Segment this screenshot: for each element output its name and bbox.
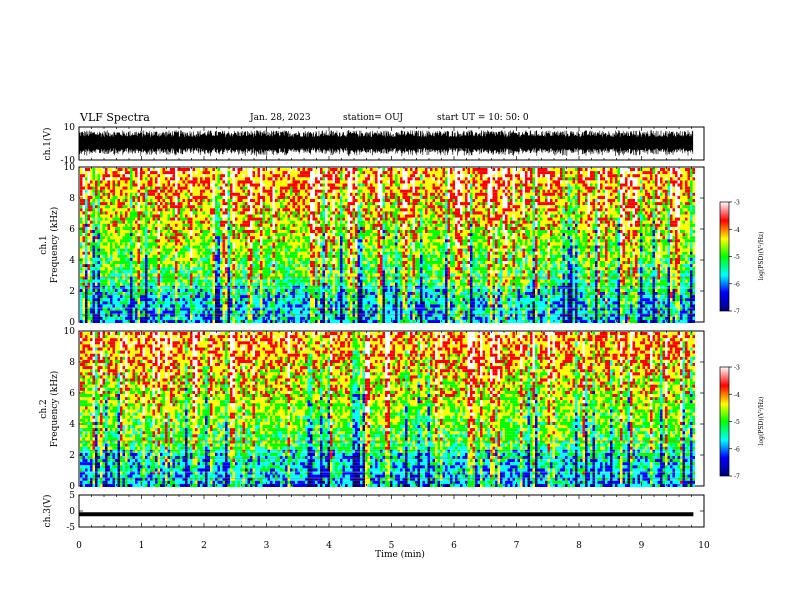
ch2-frequency-ytick: 2 [69,451,75,461]
ch2-ylabel-frequency: Frequency (kHz) [49,371,60,448]
ch1-ylabel-channel: ch.1 [39,235,49,254]
ch1-frequency-ytick: 2 [69,287,75,297]
ch2-colorbar-label: log(PSD)(V²/Hz) [758,397,765,446]
ch1-frequency-ytick: 10 [64,163,76,173]
ch1-frequency-ytick: 8 [69,194,75,204]
x-tick-label: 4 [326,541,332,551]
colorbar-tick-label: -5 [734,419,740,426]
ch2-colorbar: -3 -4 -5 -6 -7 log(PSD)(V²/Hz) [719,365,765,481]
ch1-frequency-ytick: 6 [69,225,75,235]
colorbar-tick-label: -7 [734,474,740,481]
ch3-waveform-ytick: 0 [69,507,75,517]
ch3-waveform-ytick: -5 [66,523,75,533]
ch2-spectrogram-image [80,332,695,487]
colorbar-tick-label: -7 [734,309,740,316]
ch2-frequency-ytick: 8 [69,358,75,368]
ch3-waveform-ytick: 5 [69,491,75,501]
figure-title: VLF Spectra [80,111,150,124]
ch1-spectrogram-image [80,168,695,323]
colorbar-tick-label: -6 [734,446,740,453]
colorbar-tick-label: -6 [734,281,740,288]
x-axis-label: Time (min) [375,549,425,560]
colorbar-tick-label: -3 [734,200,740,207]
ch1-waveform-ytick: 10 [64,123,76,133]
ch2-frequency-ytick: 6 [69,389,75,399]
date-label: Jan. 28, 2023 [250,113,311,123]
station-label: station= OUJ [343,113,403,123]
ch1-waveform-ytick: -10 [61,156,76,166]
x-tick-label: 9 [639,541,645,551]
ch1-frequency-ytick: 4 [69,256,75,266]
ch1-waveform-ylabel: ch.1(V) [42,128,53,161]
ch2-frequency-ytick: 0 [69,482,75,492]
x-tick-label: 0 [76,541,82,551]
x-tick-label: 3 [264,541,270,551]
ch1-waveform-trace [78,130,694,157]
ch1-colorbar-label: log(PSD)(V²/Hz) [758,232,765,281]
ch1-frequency-ytick: 0 [69,318,75,328]
ch3-waveform-ylabel: ch.3(V) [42,495,53,528]
x-tick-label: 10 [698,541,710,551]
x-tick-label: 1 [139,541,145,551]
ch2-frequency-ytick: 4 [69,420,75,430]
colorbar-tick-label: -5 [734,254,740,261]
ch1-colorbar: -3 -4 -5 -6 -7 log(PSD)(V²/Hz) [719,200,765,316]
x-tick-label: 6 [451,541,457,551]
x-tick-label: 8 [576,541,582,551]
x-tick-label: 7 [514,541,520,551]
ch2-frequency-ytick: 10 [64,327,76,337]
start-time-label: start UT = 10: 50: 0 [437,113,529,123]
ch2-ylabel-channel: ch.2 [39,399,49,418]
colorbar-tick-label: -4 [734,392,740,399]
ch1-ylabel-frequency: Frequency (kHz) [49,207,60,284]
x-tick-label: 2 [201,541,207,551]
colorbar-tick-label: -3 [734,365,740,372]
colorbar-tick-label: -4 [734,227,740,234]
ch3-waveform-frame [78,494,705,528]
x-tick-label: 5 [389,541,395,551]
